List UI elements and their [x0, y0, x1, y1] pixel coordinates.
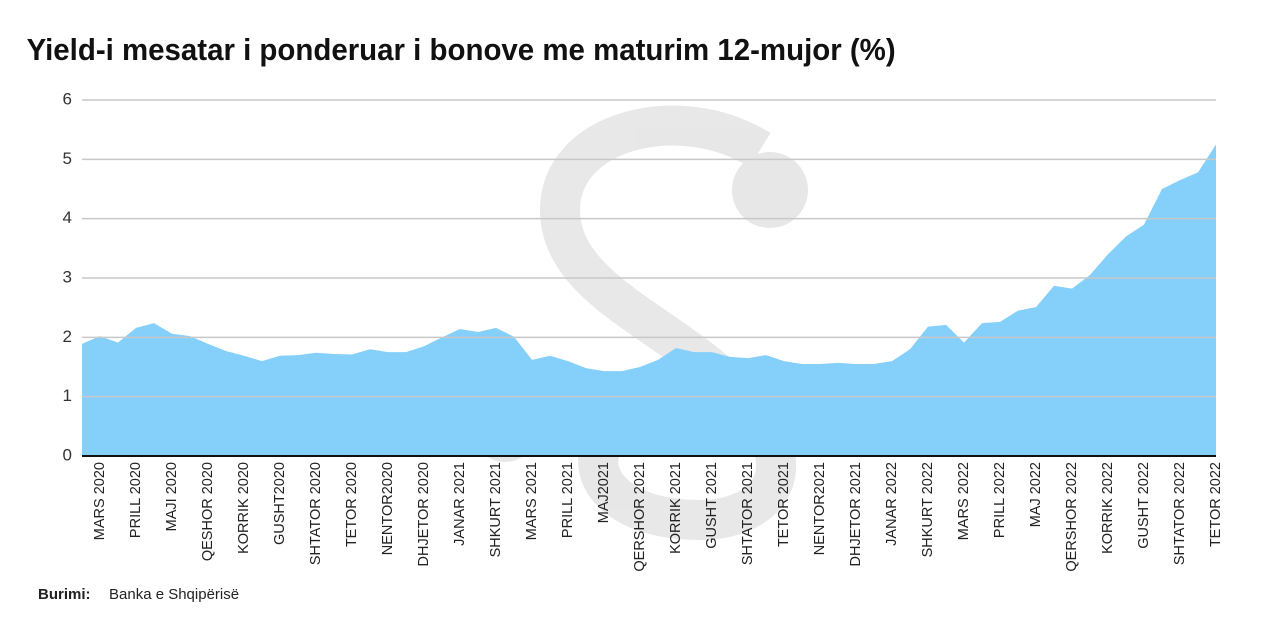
x-tick-label: NENTOR2020 [380, 462, 396, 555]
x-tick-label: MARS 2020 [92, 462, 108, 540]
x-tick-label: KORRIK 2022 [1100, 462, 1116, 554]
x-tick-label: QESHOR 2020 [200, 462, 216, 561]
x-tick-label: NENTOR2021 [812, 462, 828, 555]
x-tick-label: TETOR 2022 [1208, 462, 1224, 547]
x-tick-label: SHTATOR 2022 [1172, 462, 1188, 565]
x-tick-label: SHTATOR 2020 [308, 462, 324, 565]
x-tick-label: DHJETOR 2020 [416, 462, 432, 567]
x-tick-label: JANAR 2021 [452, 462, 468, 546]
chart-title: Yield-i mesatar i ponderuar i bonove me … [27, 34, 896, 68]
x-tick-label: PRILL 2021 [560, 462, 576, 538]
y-tick-label: 3 [63, 267, 72, 286]
x-tick-label: QERSHOR 2022 [1064, 462, 1080, 572]
x-tick-label: SHTATOR 2021 [740, 462, 756, 565]
y-tick-label: 0 [63, 445, 72, 464]
y-tick-label: 6 [63, 89, 72, 108]
x-tick-label: MARS 2022 [956, 462, 972, 540]
x-tick-label: QERSHOR 2021 [632, 462, 648, 572]
x-tick-label: PRILL 2020 [128, 462, 144, 538]
y-tick-label: 4 [63, 208, 72, 227]
source-label: Burimi: [38, 586, 91, 603]
x-tick-label: MAJ 2022 [1028, 462, 1044, 527]
x-tick-label: GUSHT2020 [272, 462, 288, 545]
watermark [473, 105, 808, 541]
x-tick-label: SHKURT 2021 [488, 462, 504, 557]
source-text: Banka e Shqipërisë [109, 586, 239, 603]
x-tick-label: JANAR 2022 [884, 462, 900, 546]
x-tick-label: MAJ2021 [596, 462, 612, 523]
y-tick-label: 2 [63, 327, 72, 346]
y-tick-label: 5 [63, 149, 72, 168]
x-tick-label: DHJETOR 2021 [848, 462, 864, 567]
x-tick-label: PRILL 2022 [992, 462, 1008, 538]
x-tick-label: GUSHT 2021 [704, 462, 720, 549]
x-tick-label: TETOR 2021 [776, 462, 792, 547]
x-tick-label: GUSHT 2022 [1136, 462, 1152, 549]
x-tick-label: SHKURT 2022 [920, 462, 936, 557]
x-tick-label: MARS 2021 [524, 462, 540, 540]
area [82, 144, 1216, 456]
x-tick-label: TETOR 2020 [344, 462, 360, 547]
x-tick-label: KORRIK 2020 [236, 462, 252, 554]
x-tick-label: KORRIK 2021 [668, 462, 684, 554]
x-tick-label: MAJI 2020 [164, 462, 180, 531]
y-tick-label: 1 [63, 386, 72, 405]
